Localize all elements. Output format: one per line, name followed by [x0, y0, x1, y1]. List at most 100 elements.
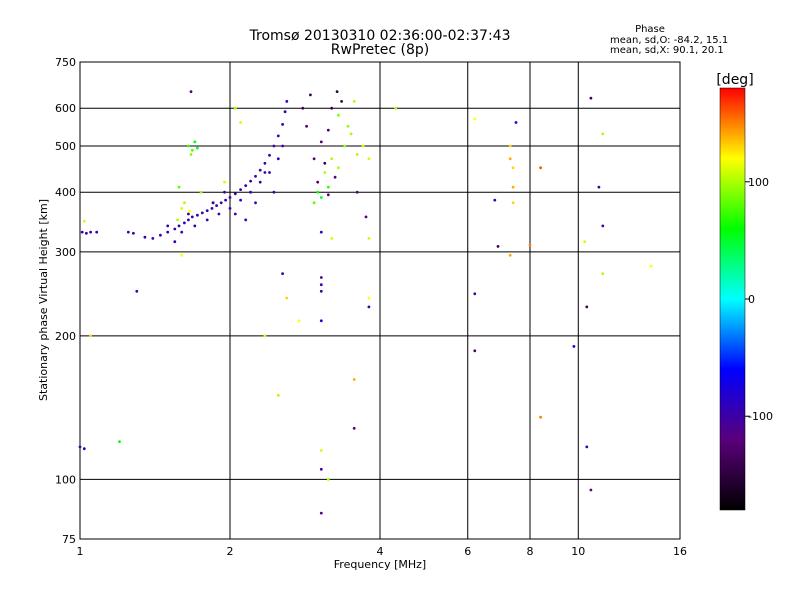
data-point [193, 224, 197, 228]
data-point [215, 204, 219, 208]
data-point [183, 221, 186, 225]
data-point [233, 106, 237, 110]
data-point [473, 117, 477, 121]
data-point [589, 96, 593, 100]
data-point [597, 185, 601, 189]
data-point [200, 211, 204, 215]
colorbar-tick-label: -100 [748, 410, 773, 423]
grid-lines [80, 62, 680, 539]
data-point [166, 224, 170, 228]
data-point [268, 171, 271, 174]
data-point [268, 153, 271, 157]
data-point [326, 128, 330, 132]
phase-stats-x: mean, sd,X: 90.1, 20.1 [610, 45, 724, 56]
data-point [283, 110, 287, 114]
data-point [539, 415, 542, 419]
colorbar-scale [719, 87, 746, 511]
y-tick-label: 750 [55, 56, 76, 69]
data-point [199, 190, 203, 194]
data-point [239, 198, 243, 202]
data-point [511, 166, 515, 170]
data-point [367, 305, 371, 309]
x-tick-label: 16 [673, 545, 687, 558]
data-point [281, 123, 284, 126]
data-point [319, 140, 323, 144]
data-point [316, 180, 320, 184]
data-point [276, 394, 280, 397]
colorbar-tick-label: 0 [748, 293, 755, 306]
data-point [239, 121, 243, 124]
data-point [473, 292, 477, 296]
data-point [511, 185, 515, 189]
data-point [276, 134, 280, 138]
data-point [132, 231, 135, 235]
data-point [223, 190, 226, 194]
x-tick-label: 2 [227, 545, 234, 558]
data-point [187, 212, 190, 216]
data-point [649, 264, 653, 268]
data-point [244, 218, 248, 222]
data-point [301, 106, 305, 110]
data-point [473, 349, 477, 353]
data-point [159, 233, 162, 237]
data-point [233, 192, 237, 196]
data-point [82, 219, 86, 223]
data-point [263, 334, 267, 338]
data-point [367, 157, 371, 161]
data-point [205, 218, 209, 222]
data-point [89, 230, 92, 234]
data-point [239, 188, 243, 192]
data-point [173, 227, 177, 231]
data-point [228, 196, 232, 199]
data-point [180, 253, 184, 257]
x-tick-label: 4 [377, 545, 384, 558]
data-point [511, 201, 515, 205]
colorbar-ticks: 100 0 -100 [745, 176, 773, 423]
data-point [183, 201, 186, 205]
data-point [297, 319, 301, 323]
data-point [189, 90, 193, 93]
data-point [272, 190, 276, 194]
data-point [272, 144, 276, 148]
data-point [326, 185, 330, 189]
colorbar-label: [deg] [716, 72, 753, 88]
data-point [143, 235, 147, 239]
data-point [285, 296, 289, 300]
plot-area: 1 2 4 6 8 10 16 75 100 200 300 400 500 600 750 [55, 56, 687, 558]
data-point [219, 201, 223, 205]
data-point [572, 345, 576, 348]
data-point [493, 198, 497, 202]
data-point [205, 209, 209, 213]
y-tick-label: 75 [62, 533, 76, 546]
data-point [177, 185, 181, 189]
y-axis-label: Stationary phase Virtual Height [km] [37, 199, 50, 401]
y-tick-labels: 75 100 200 300 400 500 600 750 [55, 56, 76, 546]
data-point [281, 272, 284, 275]
y-tick-label: 100 [55, 473, 76, 486]
data-point [263, 161, 267, 165]
data-point [352, 100, 356, 103]
data-point [258, 180, 262, 184]
data-point [335, 90, 339, 93]
data-point [254, 174, 257, 178]
data-point [346, 124, 350, 128]
y-tick-label: 200 [55, 330, 76, 343]
data-point [176, 218, 180, 222]
data-point [343, 144, 347, 148]
data-point [319, 276, 323, 279]
data-point [85, 231, 88, 235]
data-point [151, 237, 155, 240]
data-point [228, 207, 232, 210]
data-point [323, 171, 327, 174]
data-point [601, 272, 605, 275]
data-point [285, 100, 289, 103]
x-tick-label: 8 [527, 545, 534, 558]
data-point [173, 240, 177, 244]
data-point [244, 184, 248, 188]
data-point [126, 230, 130, 234]
y-tick-label: 400 [55, 186, 76, 199]
y-tick-label: 300 [55, 246, 76, 259]
data-point [589, 488, 593, 492]
chart-title: Tromsø 20130310 02:36:00-02:37:43 [249, 28, 511, 44]
